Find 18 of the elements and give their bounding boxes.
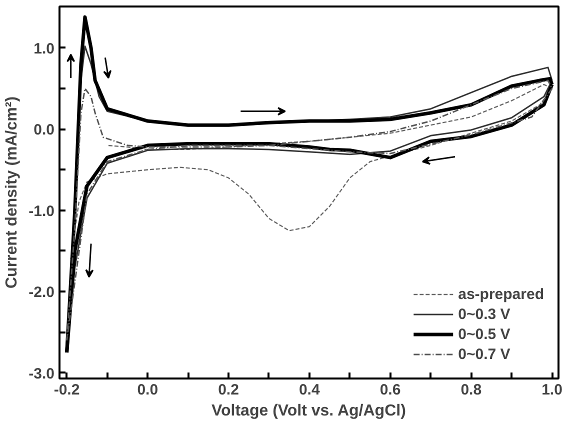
x-tick-label: 1.0 (542, 382, 562, 398)
y-tick-label: 0.0 (34, 122, 55, 139)
y-tick-label: -2.0 (28, 284, 55, 302)
legend-label: 0~0.3 V (458, 306, 510, 322)
legend-label: as-prepared (458, 286, 544, 302)
legend-label: 0~0.7 V (458, 346, 510, 362)
x-tick-label: 0.2 (218, 382, 239, 398)
x-tick-label: -0.2 (54, 382, 80, 398)
y-tick-label: 1.0 (34, 40, 55, 58)
x-axis-title: Voltage (Volt vs. Ag/AgCl) (212, 402, 406, 420)
x-tick-label: 0.8 (460, 382, 482, 398)
x-tick-label: 0.6 (380, 382, 401, 398)
legend-label: 0~0.5 V (458, 326, 510, 342)
y-axis-title: Current density (mA/cm²) (4, 96, 21, 289)
x-tick-label: 0.0 (137, 382, 158, 398)
x-tick-label: 0.4 (298, 382, 320, 398)
y-tick-label: -3.0 (28, 365, 55, 382)
y-tick-label: -1.0 (28, 202, 55, 220)
